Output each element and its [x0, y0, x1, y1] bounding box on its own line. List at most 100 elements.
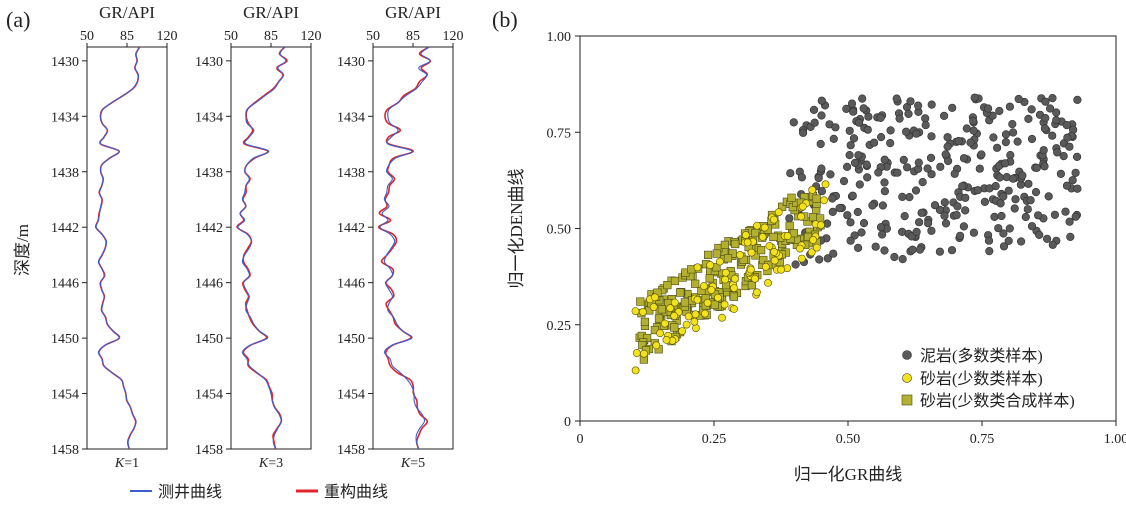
synthetic-sandstone-point — [759, 255, 768, 265]
sandstone-point — [682, 320, 691, 329]
synthetic-sandstone-point — [680, 298, 689, 307]
mudstone-point — [876, 113, 885, 122]
y-tick-label: 1446 — [51, 277, 79, 292]
track-k-label: K=5 — [400, 456, 425, 471]
mudstone-point — [918, 178, 927, 187]
sandstone-point — [812, 243, 821, 252]
sandstone-point — [796, 244, 804, 253]
log-tracks-panel: 深度/m GR/API 50 85 120 1430 1434 1438 1442 1446 14… — [13, 3, 464, 501]
track-k-label: K=3 — [258, 456, 283, 471]
synthetic-sandstone-point — [712, 249, 721, 258]
legend-reconstructed-label: 重构曲线 — [324, 483, 388, 501]
mudstone-point — [959, 154, 969, 163]
track-frame — [230, 46, 312, 450]
mudstone-point — [985, 247, 994, 256]
mudstone-point — [789, 118, 798, 127]
y-tick-label: 1458 — [51, 443, 79, 458]
sandstone-point — [666, 304, 675, 313]
mudstone-point — [927, 132, 936, 141]
mudstone-point — [1071, 168, 1080, 177]
sandstone-point — [770, 247, 778, 256]
mudstone-point — [895, 114, 904, 123]
mudstone-point — [936, 162, 945, 171]
scatter-axes: 0 0.25 0.50 0.75 1.00 0 0.25 0.50 0.75 1.00 — [547, 30, 1126, 447]
reconstructed-curve — [377, 47, 432, 449]
sandstone-point — [670, 311, 679, 320]
x-tick-label: 120 — [157, 29, 178, 44]
mudstone-point — [999, 192, 1008, 201]
y-tick-label: 1450 — [195, 332, 223, 347]
mudstone-point — [880, 155, 889, 164]
sandstone-point — [743, 238, 752, 247]
mudstone-point — [1013, 137, 1022, 146]
sandstone-point — [718, 313, 726, 322]
x-tick-label: 50 — [366, 29, 380, 44]
track-x-axis-label: GR/API — [99, 3, 155, 22]
sandstone-point — [684, 312, 693, 321]
synthetic-sandstone-point — [720, 240, 729, 250]
mudstone-point — [908, 245, 917, 254]
y-tick-label: 1446 — [195, 277, 223, 292]
mudstone-point — [826, 170, 835, 179]
panel-a-label: (a) — [6, 7, 30, 32]
mudstone-point — [995, 173, 1004, 182]
mudstone-point — [858, 94, 867, 103]
scatter-y-tick-label: 0.50 — [547, 223, 572, 238]
mudstone-point — [842, 162, 852, 171]
mudstone-point — [1050, 210, 1059, 219]
mudstone-points — [785, 93, 1082, 269]
mudstone-point — [785, 214, 794, 223]
scatter-x-axis-label: 归一化GR曲线 — [794, 465, 903, 484]
sandstone-point — [721, 268, 730, 277]
scatter-x-tick-label: 1.00 — [1104, 432, 1126, 447]
mudstone-point — [912, 129, 921, 138]
synthetic-sandstone-point — [729, 292, 738, 301]
mudstone-point — [828, 207, 837, 216]
mudstone-point — [892, 94, 901, 103]
y-tick-label: 1438 — [51, 166, 79, 181]
y-tick-label: 1442 — [51, 221, 79, 236]
sandstone-point — [662, 335, 671, 344]
mudstone-point — [817, 96, 826, 105]
mudstone-point — [941, 219, 951, 228]
mudstone-point — [846, 141, 855, 150]
measured-curve — [95, 47, 141, 449]
sandstone-point — [753, 288, 761, 297]
sandstone-point — [770, 215, 778, 224]
y-tick-label: 1454 — [195, 388, 223, 403]
mudstone-point — [990, 212, 999, 221]
scatter-x-tick-label: 0.25 — [702, 432, 727, 447]
mudstone-point — [962, 124, 971, 133]
mudstone-point — [817, 187, 827, 196]
mudstone-point — [817, 164, 826, 173]
mudstone-point — [893, 168, 902, 177]
y-tick-label: 1430 — [51, 55, 79, 70]
mudstone-point — [961, 193, 970, 202]
x-tick-label: 120 — [443, 29, 464, 44]
mudstone-point — [995, 106, 1004, 116]
sandstone-point — [707, 286, 716, 294]
mudstone-point — [876, 133, 886, 142]
mudstone-point — [854, 151, 863, 160]
sandstone-point — [797, 212, 805, 221]
y-tick-label: 1438 — [337, 166, 365, 181]
mudstone-point — [961, 206, 970, 215]
mudstone-point — [1010, 204, 1019, 213]
mudstone-point — [849, 134, 859, 143]
mudstone-point — [839, 177, 849, 186]
mudstone-point — [983, 104, 993, 113]
log-track-3: GR/API 50 85 120 1430 1434 1438 1442 1446 1450 145… — [337, 3, 464, 471]
mudstone-point — [1072, 152, 1082, 161]
sandstone-point — [764, 278, 772, 287]
sandstone-point — [777, 265, 785, 274]
legend-label-1: 泥岩(多数类样本) — [920, 347, 1043, 365]
mudstone-point — [977, 150, 986, 159]
mudstone-point — [1071, 212, 1080, 221]
mudstone-point — [1048, 240, 1057, 249]
y-tick-label: 1458 — [195, 443, 223, 458]
synthetic-sandstone-point — [670, 323, 679, 332]
sandstone-point — [639, 307, 647, 316]
mudstone-point — [878, 201, 888, 210]
mudstone-point — [1011, 195, 1020, 204]
scatter-legend: 泥岩(多数类样本) 砂岩(少数类样本) 砂岩(少数类合成样本) — [901, 347, 1075, 410]
